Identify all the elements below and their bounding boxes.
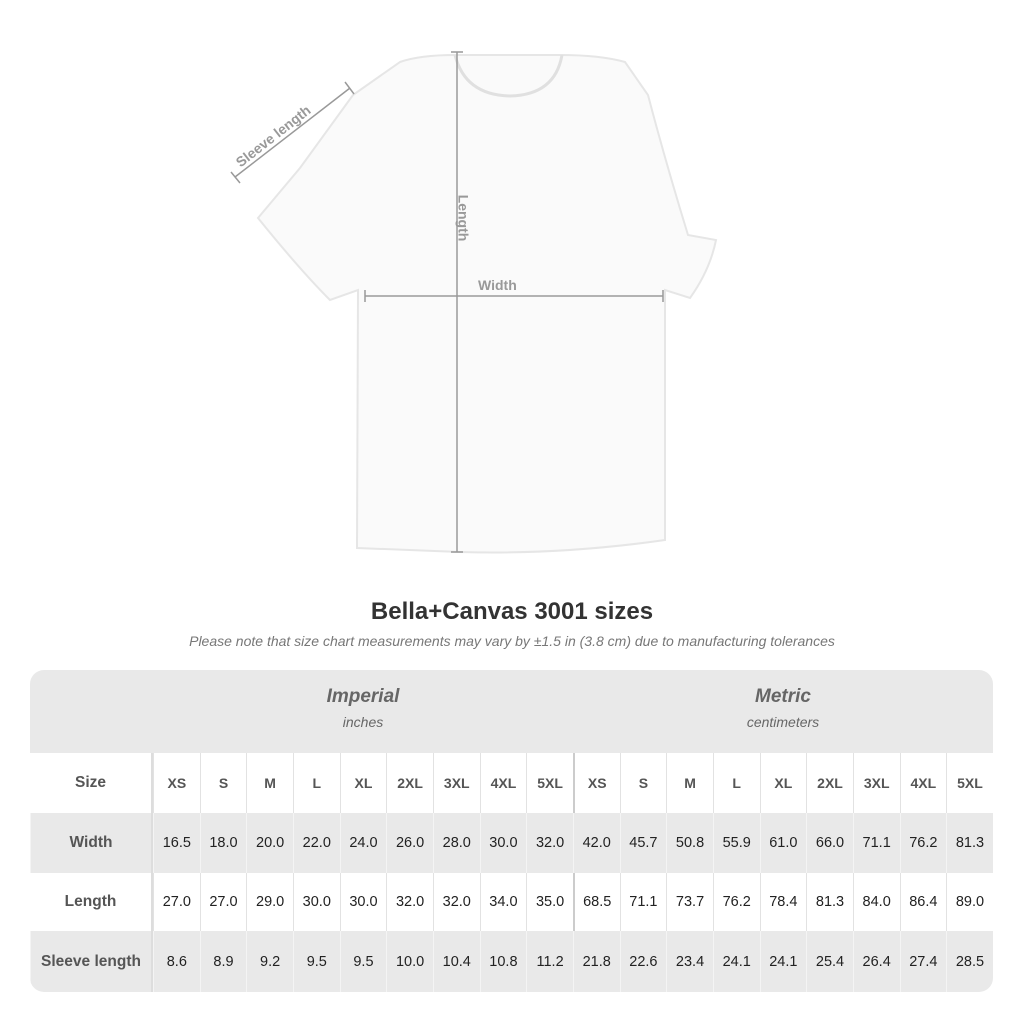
- value-cell: 30.0: [339, 873, 387, 931]
- value-cell: 30.0: [292, 873, 340, 931]
- value-cell: 32.0: [526, 813, 573, 873]
- value-cell: 35.0: [526, 873, 573, 931]
- size-header-cell: 3XL: [432, 753, 480, 813]
- value-cell: 45.7: [619, 813, 667, 873]
- size-header-cell: 5XL: [526, 753, 573, 813]
- measurement-lines: [230, 51, 664, 553]
- value-cell: 84.0: [852, 873, 900, 931]
- value-cell: 81.3: [946, 813, 993, 873]
- value-cell: 66.0: [806, 813, 853, 873]
- size-header-cell: L: [712, 753, 760, 813]
- value-cell: 32.0: [432, 873, 480, 931]
- value-cell: 25.4: [806, 931, 853, 992]
- size-header-cell: XL: [339, 753, 387, 813]
- value-cell: 8.6: [153, 931, 200, 992]
- value-cell: 68.5: [572, 873, 620, 931]
- length-label: Length: [455, 194, 472, 242]
- value-cell: 30.0: [479, 813, 527, 873]
- value-cell: 55.9: [712, 813, 760, 873]
- value-cell: 71.1: [852, 813, 900, 873]
- value-cell: 73.7: [666, 873, 713, 931]
- size-header-cell: 4XL: [479, 753, 527, 813]
- value-cell: 32.0: [386, 873, 433, 931]
- width-label: Width: [478, 277, 517, 293]
- tshirt-diagram: [230, 51, 718, 554]
- size-header-cell: XS: [153, 753, 200, 813]
- value-cell: 76.2: [899, 813, 947, 873]
- value-cell: 76.2: [712, 873, 760, 931]
- table-row: Length 27.0 27.0 29.0 30.0 30.0 32.0 32.0 34.0 35…: [30, 873, 993, 931]
- value-cell: 9.2: [246, 931, 293, 992]
- value-cell: 27.4: [899, 931, 947, 992]
- size-header-cell: 4XL: [899, 753, 947, 813]
- table-row: Width 16.5 18.0 20.0 22.0 24.0 26.0 28.0 30.0 32.…: [30, 813, 993, 873]
- value-cell: 50.8: [666, 813, 713, 873]
- row-label: Width: [30, 813, 153, 873]
- value-cell: 27.0: [199, 873, 247, 931]
- size-header-cell: 3XL: [852, 753, 900, 813]
- value-cell: 10.0: [386, 931, 433, 992]
- value-cell: 22.6: [619, 931, 667, 992]
- value-cell: 28.0: [432, 813, 480, 873]
- value-cell: 11.2: [526, 931, 573, 992]
- value-cell: 21.8: [572, 931, 620, 992]
- chart-title: Bella+Canvas 3001 sizes: [370, 598, 654, 625]
- size-table: Imperial inches Metric centimeters Size X…: [30, 670, 993, 992]
- value-cell: 10.8: [479, 931, 527, 992]
- table-row: Size XS S M L XL 2XL 3XL 4XL 5XL XS S M L XL 2XL 3XL 4XL 5…: [30, 753, 993, 813]
- value-cell: 24.1: [712, 931, 760, 992]
- size-header-cell: S: [199, 753, 247, 813]
- size-header-cell: 2XL: [386, 753, 433, 813]
- value-cell: 16.5: [153, 813, 200, 873]
- value-cell: 9.5: [339, 931, 387, 992]
- value-cell: 26.0: [386, 813, 433, 873]
- value-cell: 24.1: [759, 931, 807, 992]
- size-header-cell: XL: [759, 753, 807, 813]
- size-header-cell: 5XL: [946, 753, 993, 813]
- size-header-cell: M: [246, 753, 293, 813]
- value-cell: 86.4: [899, 873, 947, 931]
- value-cell: 28.5: [946, 931, 993, 992]
- value-cell: 26.4: [852, 931, 900, 992]
- size-header-cell: 2XL: [806, 753, 853, 813]
- value-cell: 78.4: [759, 873, 807, 931]
- value-cell: 61.0: [759, 813, 807, 873]
- value-cell: 20.0: [246, 813, 293, 873]
- value-cell: 29.0: [246, 873, 293, 931]
- size-header-cell: M: [666, 753, 713, 813]
- imperial-group: Imperial inches: [153, 686, 573, 730]
- value-cell: 24.0: [339, 813, 387, 873]
- value-cell: 71.1: [619, 873, 667, 931]
- value-cell: 27.0: [153, 873, 200, 931]
- value-cell: 42.0: [572, 813, 620, 873]
- imperial-unit: inches: [342, 714, 384, 730]
- size-header-cell: XS: [572, 753, 620, 813]
- tolerance-note: Please note that size chart measurements…: [189, 633, 835, 649]
- value-cell: 89.0: [946, 873, 993, 931]
- size-header-cell: S: [619, 753, 667, 813]
- imperial-title: Imperial: [326, 686, 400, 707]
- value-cell: 8.9: [199, 931, 247, 992]
- metric-unit: centimeters: [746, 714, 820, 730]
- value-cell: 10.4: [432, 931, 480, 992]
- value-cell: 34.0: [479, 873, 527, 931]
- value-cell: 18.0: [199, 813, 247, 873]
- row-label: Sleeve length: [30, 931, 153, 992]
- row-label: Length: [30, 873, 153, 931]
- value-cell: 81.3: [806, 873, 853, 931]
- value-cell: 9.5: [292, 931, 340, 992]
- size-header-cell: L: [292, 753, 340, 813]
- row-label: Size: [30, 753, 153, 813]
- table-row: Sleeve length 8.6 8.9 9.2 9.5 9.5 10.0 10.4 10.8…: [30, 931, 993, 992]
- table-header: [30, 670, 993, 753]
- value-cell: 22.0: [292, 813, 340, 873]
- value-cell: 23.4: [666, 931, 713, 992]
- metric-group: Metric centimeters: [573, 686, 993, 730]
- metric-title: Metric: [755, 686, 811, 707]
- tshirt-image: [256, 54, 718, 554]
